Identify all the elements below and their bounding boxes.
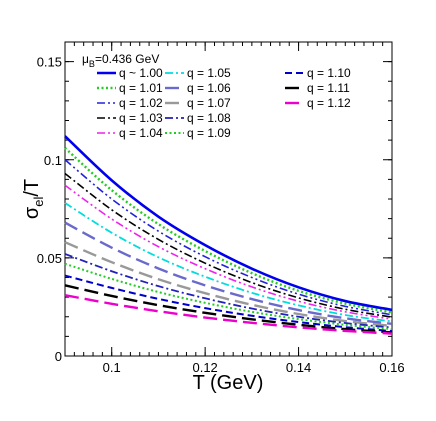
y-tick-label: 0.05 bbox=[37, 251, 62, 266]
series-line-4 bbox=[64, 172, 393, 318]
series-line-6 bbox=[64, 202, 393, 323]
legend-label: q = 1.09 bbox=[187, 126, 231, 140]
y-tick-label: 0.1 bbox=[44, 153, 62, 168]
legend-label: q = 1.12 bbox=[307, 96, 351, 110]
series-line-8 bbox=[64, 241, 393, 328]
axes: 0.1 0.12 0.14 0.16 0 0.05 0.1 0.15 bbox=[37, 41, 405, 375]
annotation: μB=0.436 GeV bbox=[82, 52, 159, 69]
legend-label: q = 1.11 bbox=[307, 81, 350, 95]
legend-label: q = 1.07 bbox=[187, 96, 231, 110]
legend-label: q = 1.01 bbox=[119, 81, 163, 95]
series-line-12 bbox=[64, 284, 393, 334]
x-tick-label: 0.14 bbox=[286, 360, 311, 375]
x-tick-label: 0.12 bbox=[192, 360, 217, 375]
series-line-10 bbox=[64, 262, 393, 331]
legend-label: q = 1.02 bbox=[119, 96, 163, 110]
legend-label: q = 1.06 bbox=[187, 81, 231, 95]
series-line-2 bbox=[64, 147, 393, 314]
series-line-1 bbox=[64, 135, 393, 312]
x-tick-label: 0.1 bbox=[103, 360, 121, 375]
legend-label: q = 1.08 bbox=[187, 111, 231, 125]
legend-label: q = 1.10 bbox=[307, 66, 351, 80]
series-lines bbox=[64, 135, 393, 335]
series-line-11 bbox=[64, 274, 393, 333]
x-tick-label: 0.16 bbox=[379, 360, 404, 375]
legend-label: q = 1.05 bbox=[187, 66, 231, 80]
legend-label: q = 1.03 bbox=[119, 111, 163, 125]
legend-label: q = 1.04 bbox=[119, 126, 163, 140]
legend: q ~ 1.00q = 1.01q = 1.02q = 1.03q = 1.04… bbox=[97, 66, 351, 140]
series-line-3 bbox=[64, 159, 393, 316]
y-tick-label: 0.15 bbox=[37, 55, 62, 70]
legend-label: q ~ 1.00 bbox=[119, 66, 163, 80]
series-line-13 bbox=[64, 293, 393, 335]
y-tick-label: 0 bbox=[55, 349, 62, 364]
x-axis-title: T (GeV) bbox=[193, 372, 264, 394]
y-axis-title: σel/T bbox=[21, 179, 46, 219]
series-line-5 bbox=[64, 184, 393, 320]
series-line-9 bbox=[64, 253, 393, 329]
